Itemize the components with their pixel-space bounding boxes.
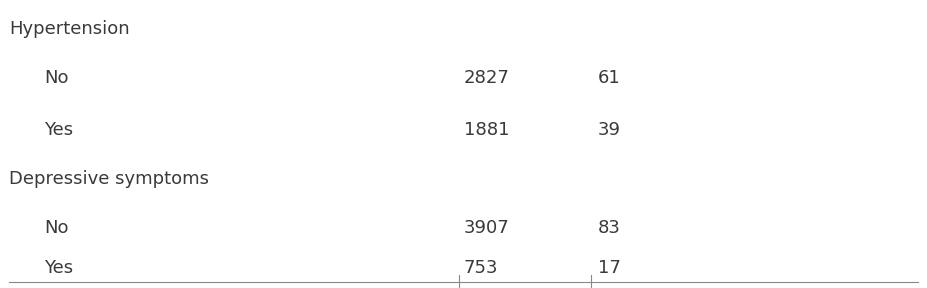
Text: 2827: 2827 <box>464 69 509 87</box>
Text: Hypertension: Hypertension <box>9 20 130 38</box>
Text: 61: 61 <box>598 69 621 87</box>
Text: 753: 753 <box>464 259 498 277</box>
Text: 3907: 3907 <box>464 219 509 236</box>
Text: Depressive symptoms: Depressive symptoms <box>9 170 210 187</box>
Text: No: No <box>44 69 69 87</box>
Text: 83: 83 <box>598 219 621 236</box>
Text: 17: 17 <box>598 259 621 277</box>
Text: 39: 39 <box>598 121 621 139</box>
Text: Yes: Yes <box>44 259 73 277</box>
Text: Yes: Yes <box>44 121 73 139</box>
Text: No: No <box>44 219 69 236</box>
Text: 1881: 1881 <box>464 121 509 139</box>
